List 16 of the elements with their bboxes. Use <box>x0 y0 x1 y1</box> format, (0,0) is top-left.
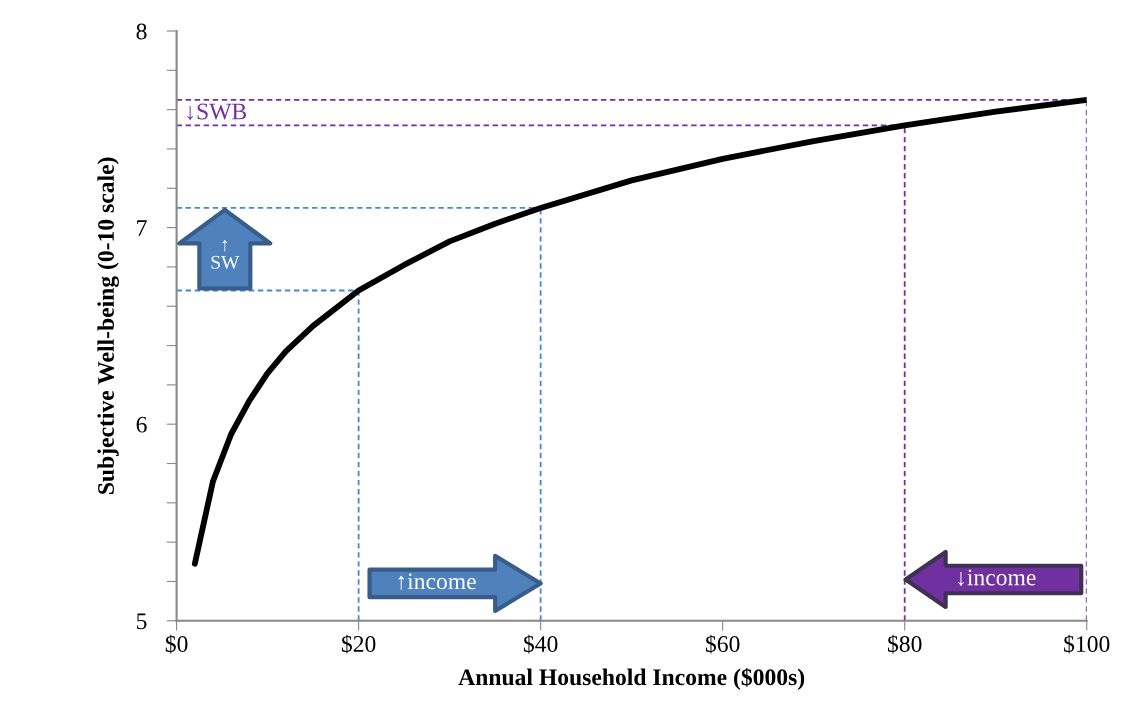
x-tick-label: $0 <box>165 634 188 654</box>
y-tick-label: 8 <box>136 23 147 40</box>
x-tick-label: $100 <box>1064 634 1110 654</box>
y-tick-label: 7 <box>137 220 147 236</box>
annotation: ↓SWB <box>187 103 247 120</box>
x-tick-label: $20 <box>341 634 376 654</box>
x-axis-title: Annual Household Income ($000s) <box>458 667 805 691</box>
x-tick-label: $60 <box>705 634 740 654</box>
y-axis-title: Subjective Well-being (0-10 scale) <box>97 157 119 494</box>
y-tick-label: 5 <box>136 613 147 630</box>
x-tick-label: $40 <box>523 634 558 654</box>
annotation: ↓income <box>958 569 1036 586</box>
x-tick-label: $80 <box>888 634 922 654</box>
annotation: ↑ SW <box>211 240 240 269</box>
annotation: ↑income <box>398 573 476 590</box>
y-tick-label: 6 <box>136 416 147 433</box>
